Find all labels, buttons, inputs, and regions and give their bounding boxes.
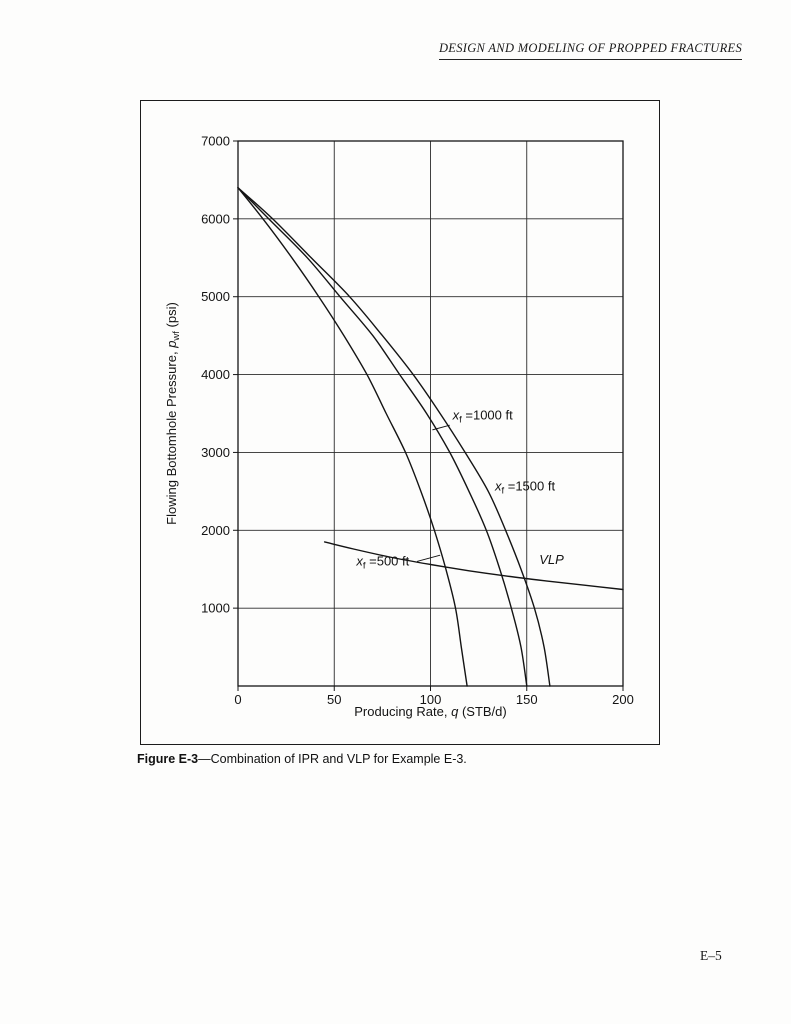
figure-caption-number: Figure E-3 — [137, 752, 199, 766]
annotation-leader-line — [416, 554, 441, 562]
annotation-xf-500-ft: xf =500 ft — [355, 554, 409, 572]
annotation-vlp: VLP — [539, 552, 564, 567]
page-number: E–5 — [700, 948, 722, 963]
figure-caption: Figure E-3—Combination of IPR and VLP fo… — [137, 752, 657, 766]
y-tick-label: 2000 — [201, 523, 230, 538]
y-axis-title: Flowing Bottomhole Pressure, pwf (psi) — [164, 302, 182, 525]
ipr-xf-500-ft-curve — [237, 187, 468, 687]
x-tick-label: 50 — [327, 692, 341, 707]
x-tick-label: 0 — [234, 692, 241, 707]
y-tick-label: 3000 — [201, 445, 230, 460]
y-tick-label: 5000 — [201, 289, 230, 304]
y-tick-label: 7000 — [201, 134, 230, 149]
annotation-leader-line — [432, 424, 450, 431]
ipr-xf-1000-ft-curve — [237, 187, 528, 687]
x-tick-label: 150 — [516, 692, 538, 707]
running-header: DESIGN AND MODELING OF PROPPED FRACTURES — [438, 41, 742, 60]
x-axis-title: Producing Rate, q (STB/d) — [354, 704, 506, 719]
ipr-vlp-chart: 0 50 100 150 200 1000 2000 3000 4000 5000 6000 7000… — [164, 134, 634, 720]
y-tick-label: 6000 — [201, 211, 230, 226]
figure-frame: 0 50 100 150 200 1000 2000 3000 4000 5000 6000 7000… — [140, 100, 660, 745]
x-tick-label: 100 — [420, 692, 442, 707]
y-tick-label: 4000 — [201, 367, 230, 382]
figure-caption-text: —Combination of IPR and VLP for Example … — [198, 752, 467, 766]
ipr-xf-1500-ft-curve — [237, 187, 551, 687]
annotation-xf-1000-ft: xf =1000 ft — [452, 408, 513, 426]
x-tick-label: 200 — [612, 692, 634, 707]
vlp-curve — [323, 541, 624, 591]
annotation-xf-1500-ft: xf =1500 ft — [494, 479, 555, 497]
y-tick-label: 1000 — [201, 601, 230, 616]
